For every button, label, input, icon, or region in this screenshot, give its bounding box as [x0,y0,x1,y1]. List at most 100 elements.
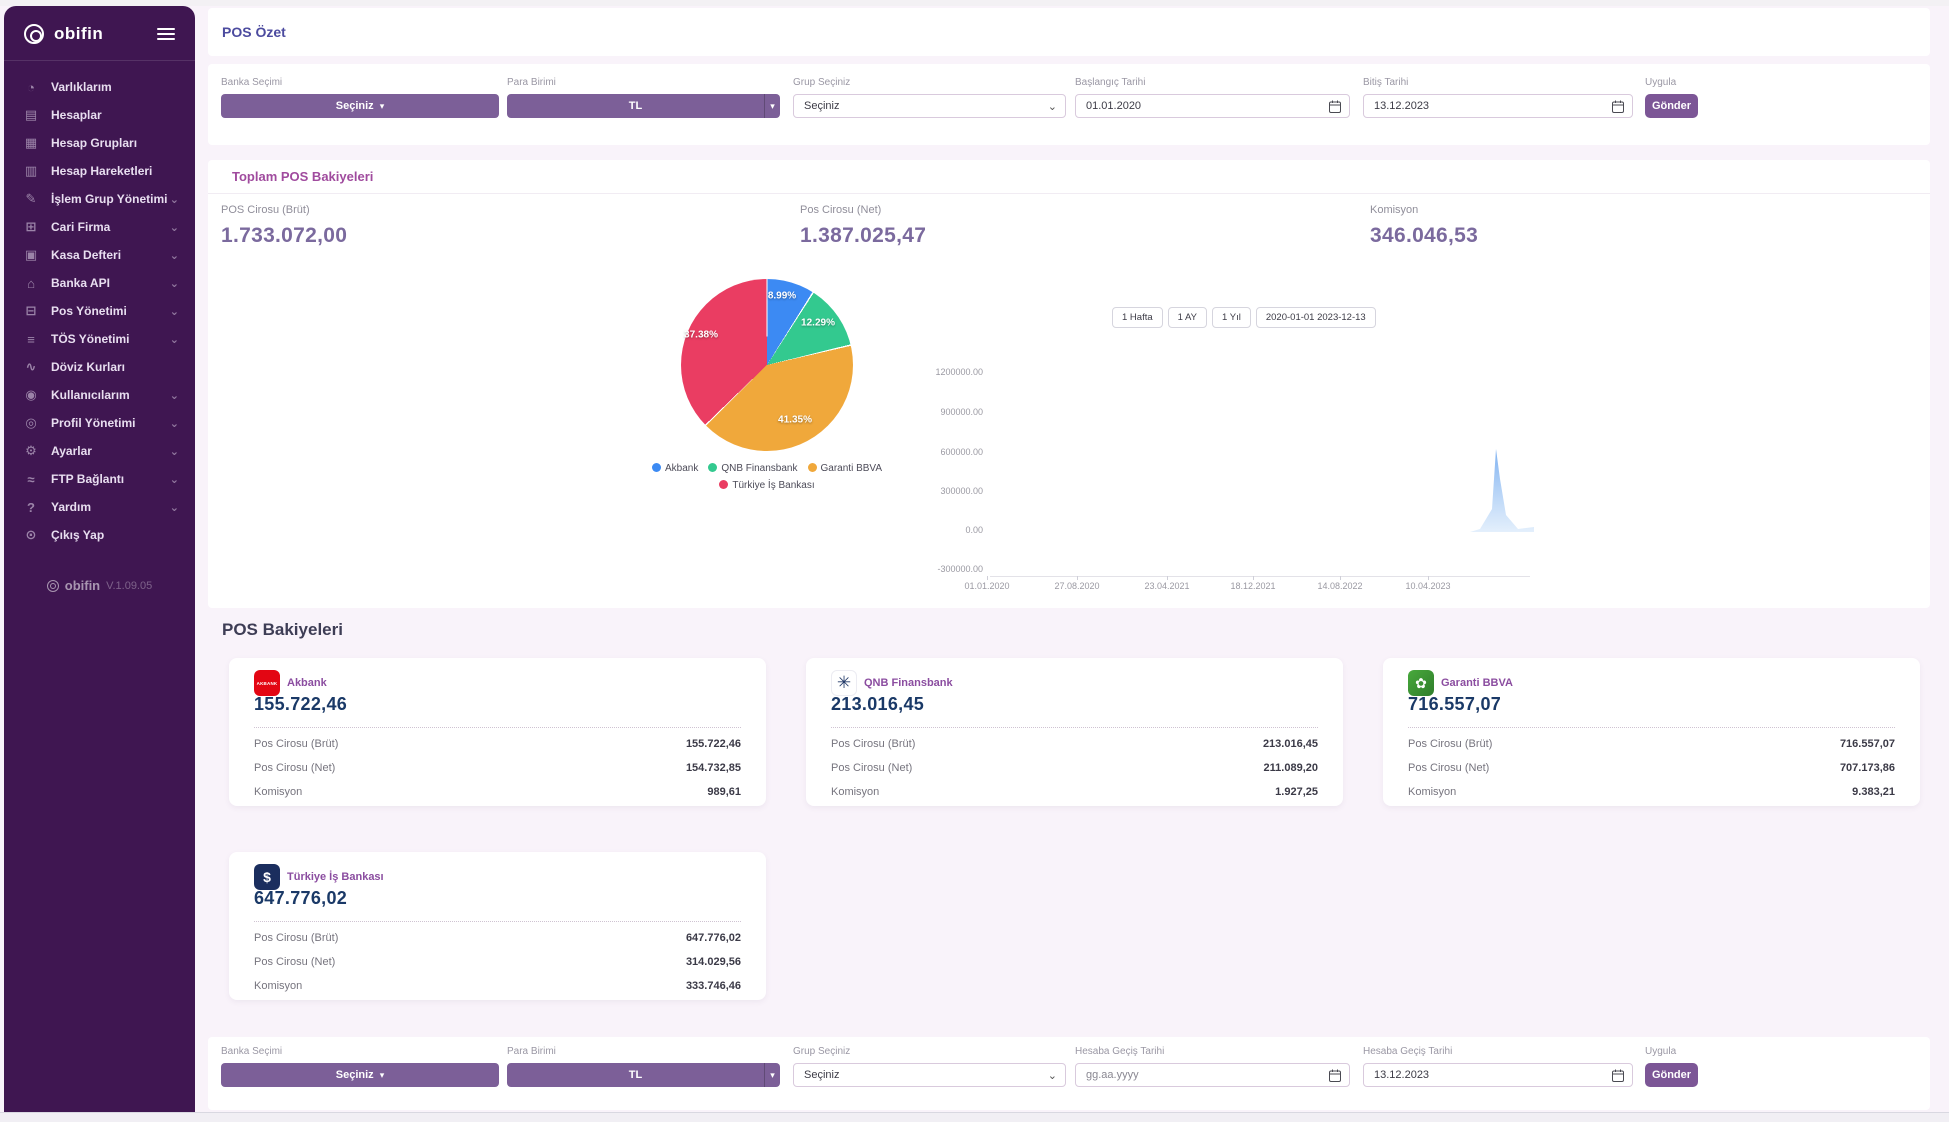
bank-select-button[interactable]: Seçiniz ▾ [221,94,499,118]
submit-button[interactable]: Gönder [1645,94,1698,118]
sidebar-item-label: Yardım [51,500,92,514]
x-axis-label: 23.04.2021 [1144,581,1190,591]
range-1week-button[interactable]: 1 Hafta [1112,307,1163,328]
totals-title: Toplam POS Bakiyeleri [232,169,374,184]
bank-select-button[interactable]: Seçiniz ▾ [221,1063,499,1087]
legend-item-qnb[interactable]: QNB Finansbank [708,460,798,477]
bank-select-label: Banka Seçimi [221,1046,283,1057]
sidebar-item-label: Hesaplar [51,108,102,122]
x-axis-tickmark [1340,576,1341,580]
sidebar-item-kullanicilarim[interactable]: ◉ Kullanıcılarım ⌄ [4,381,195,409]
start-date-input[interactable]: 01.01.2020 [1075,94,1350,118]
end-date-group: Bitiş Tarihi 13.12.2023 [1363,77,1633,118]
caret-down-icon[interactable]: ▾ [764,94,780,118]
sidebar-item-hesaplar[interactable]: ▤ Hesaplar [4,101,195,129]
legend-item-akbank[interactable]: Akbank [651,460,698,477]
range-1month-button[interactable]: 1 AY [1167,307,1208,328]
sidebar-item-cikis-yap[interactable]: ⊙ Çıkış Yap [4,521,195,549]
page-titlebar: POS Özet [208,8,1930,56]
transfer-date-1-group: Hesaba Geçiş Tarihi gg.aa.yyyy [1075,1046,1350,1087]
group-select[interactable]: Seçiniz ⌄ [793,1063,1066,1087]
caret-down-icon[interactable]: ▾ [764,1063,780,1087]
help-icon: ? [27,499,35,515]
x-axis-label: 10.04.2023 [1405,581,1451,591]
sidebar-item-tos-yonetimi[interactable]: ≡ TÖS Yönetimi ⌄ [4,325,195,353]
sidebar-item-kasa-defteri[interactable]: ▣ Kasa Defteri ⌄ [4,241,195,269]
sidebar-item-label: Profil Yönetimi [51,416,136,430]
sidebar-item-cari-firma[interactable]: ⊞ Cari Firma ⌄ [4,213,195,241]
transfer-date-2-input[interactable]: 13.12.2023 [1363,1063,1633,1087]
chevron-down-icon: ⌄ [169,417,179,430]
sidebar-item-doviz-kurlari[interactable]: ∿ Döviz Kurları [4,353,195,381]
pos-section-title: POS Bakiyeleri [222,620,343,639]
calendar-icon[interactable] [1329,1069,1341,1082]
dotted-divider [831,727,1318,728]
stat-gross: POS Cirosu (Brüt) 1.733.072,00 [221,204,347,248]
x-axis-label: 14.08.2022 [1317,581,1363,591]
hamburger-menu-icon[interactable] [157,28,175,40]
bank-row-net: Pos Cirosu (Net) 707.173,86 [1408,762,1895,774]
bank-total: 155.722,46 [254,694,348,714]
sidebar-item-label: Banka API [51,276,110,290]
range-1year-button[interactable]: 1 Yıl [1212,307,1251,328]
legend-item-isbank[interactable]: Türkiye İş Bankası [719,477,815,494]
sidebar-item-profil-yonetimi[interactable]: ◎ Profil Yönetimi ⌄ [4,409,195,437]
footer-brand: obifin [64,578,101,593]
bank-row-net: Pos Cirosu (Net) 211.089,20 [831,762,1318,774]
app-version: V.1.09.05 [106,579,153,592]
sidebar-item-pos-yonetimi[interactable]: ⊟ Pos Yönetimi ⌄ [4,297,195,325]
sidebar-item-islem-grup-yonetimi[interactable]: ✎ İşlem Grup Yönetimi ⌄ [4,185,195,213]
transfer-date-1-label: Hesaba Geçiş Tarihi [1075,1046,1165,1057]
calendar-icon[interactable] [1612,100,1624,113]
sidebar-item-ftp-baglanti[interactable]: ≈ FTP Bağlantı ⌄ [4,465,195,493]
bottom-filter-bar: Banka Seçimi Seçiniz ▾ Para Birimi TL ▾ Gr… [208,1037,1930,1110]
sidebar-item-label: Döviz Kurları [51,360,126,374]
sidebar-item-varliklarim[interactable]: ◔ Varlıklarım [4,73,195,101]
bank-total: 647.776,02 [254,888,348,908]
chevron-down-icon: ⌄ [169,193,179,206]
sidebar-item-hesap-gruplari[interactable]: ▦ Hesap Grupları [4,129,195,157]
totals-card: Toplam POS Bakiyeleri POS Cirosu (Brüt) … [208,160,1930,608]
end-date-label: Bitiş Tarihi [1363,77,1409,88]
sidebar-item-label: Pos Yönetimi [51,304,127,318]
sidebar-item-label: Hesap Hareketleri [51,164,153,178]
bank-row-commission: Komisyon 9.383,21 [1408,786,1895,798]
totals-header: Toplam POS Bakiyeleri [208,160,1930,194]
apply-label: Uygula [1645,1046,1677,1057]
pen-icon: ✎ [25,191,37,206]
stat-gross-value: 1.733.072,00 [221,224,348,247]
calendar-icon[interactable] [1329,100,1341,113]
range-custom-dates-button[interactable]: 2020-01-01 2023-12-13 [1255,307,1376,328]
sidebar-item-label: Kullanıcılarım [51,388,130,402]
currency-select-label: Para Birimi [507,77,556,88]
sidebar-item-ayarlar[interactable]: ⚙ Ayarlar ⌄ [4,437,195,465]
obifin-logo-icon-small [46,579,59,592]
submit-button[interactable]: Gönder [1645,1063,1698,1087]
users-icon: ◉ [25,387,37,402]
sidebar-item-label: Kasa Defteri [51,248,122,262]
legend-dot-isbank [719,480,729,489]
sidebar-item-hesap-hareketleri[interactable]: ▥ Hesap Hareketleri [4,157,195,185]
bank-card-qnb: ✳ QNB Finansbank 213.016,45 Pos Cirosu (… [806,658,1343,806]
legend-item-garanti[interactable]: Garanti BBVA [807,460,882,477]
akbank-logo-icon: AKBANK [254,670,280,696]
bottom-strip [0,1112,1949,1122]
chevron-down-icon: ⌄ [169,305,179,318]
end-date-input[interactable]: 13.12.2023 [1363,94,1633,118]
sidebar-item-yardim[interactable]: ? Yardım ⌄ [4,493,195,521]
transfer-date-1-input[interactable]: gg.aa.yyyy [1075,1063,1350,1087]
group-select-label: Grup Seçiniz [793,77,851,88]
sidebar-item-label: TÖS Yönetimi [51,332,130,346]
currency-select-button[interactable]: TL ▾ [507,94,780,118]
group-select[interactable]: Seçiniz ⌄ [793,94,1066,118]
x-axis-tickmark [1077,576,1078,580]
area-chart-spike [1470,449,1534,532]
sidebar-item-label: Varlıklarım [51,80,112,94]
chevron-down-icon: ⌄ [169,277,179,290]
bank-name: Akbank [287,677,327,689]
y-axis-tick: -300000.00 [937,564,983,574]
sidebar-item-banka-api[interactable]: ⌂ Banka API ⌄ [4,269,195,297]
calendar-icon[interactable] [1612,1069,1624,1082]
bank-total: 213.016,45 [831,694,925,714]
currency-select-button[interactable]: TL ▾ [507,1063,780,1087]
